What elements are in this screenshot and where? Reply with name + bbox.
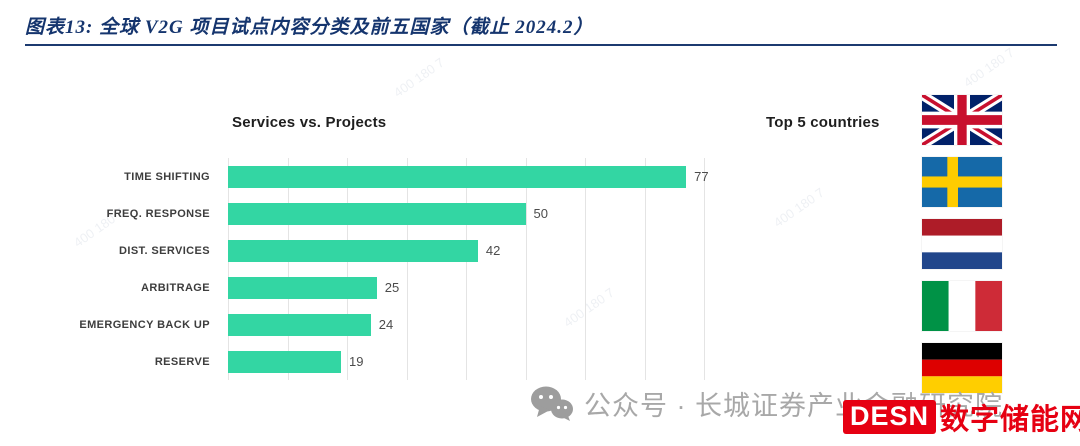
watermark-text: 400 180 7 xyxy=(770,184,827,231)
bar xyxy=(228,165,687,188)
countries-panel-title: Top 5 countries xyxy=(766,114,880,131)
bar-track: 24 xyxy=(228,313,728,336)
chart-row: ARBITRAGE 25 xyxy=(0,269,760,306)
watermark-text: 400 180 7 xyxy=(960,44,1017,91)
value-label: 50 xyxy=(533,206,548,221)
wechat-icon xyxy=(530,385,574,423)
chart-row: TIME SHIFTING 77 xyxy=(0,158,760,195)
value-label: 42 xyxy=(485,243,501,258)
category-label: EMERGENCY BACK UP xyxy=(79,318,210,331)
gridlines xyxy=(228,158,705,380)
chart-title: Services vs. Projects xyxy=(232,114,387,131)
bar xyxy=(228,350,342,373)
chart-row: FREQ. RESPONSE 50 xyxy=(0,195,760,232)
flag-netherlands xyxy=(922,219,1002,269)
chart-row: RESERVE 19 xyxy=(0,343,760,380)
value-label: 25 xyxy=(384,280,400,295)
bar-chart: TIME SHIFTING 77 FREQ. RESPONSE 50 DIST. SER… xyxy=(0,158,760,384)
bar-track: 77 xyxy=(228,165,728,188)
category-label: RESERVE xyxy=(154,355,210,368)
figure-title: 图表13: 全球 V2G 项目试点内容分类及前五国家（截止 2024.2） xyxy=(25,17,594,38)
bar xyxy=(228,202,526,225)
category-label: FREQ. RESPONSE xyxy=(106,207,210,220)
flag-list xyxy=(922,95,1002,405)
flag-sweden xyxy=(922,157,1002,207)
chart-row: EMERGENCY BACK UP 24 xyxy=(0,306,760,343)
bar-track: 19 xyxy=(228,350,728,373)
bar xyxy=(228,276,377,299)
flag-italy xyxy=(922,281,1002,331)
chart-row: DIST. SERVICES 42 xyxy=(0,232,760,269)
bar-track: 42 xyxy=(228,239,728,262)
brand-name: 数字储能网 xyxy=(940,404,1080,436)
category-label: DIST. SERVICES xyxy=(119,244,210,257)
flag-germany xyxy=(922,343,1002,393)
bar xyxy=(228,313,371,336)
value-label: 77 xyxy=(694,169,709,184)
bar-track: 50 xyxy=(228,202,728,225)
flag-united-kingdom xyxy=(922,95,1002,145)
value-label: 19 xyxy=(349,354,364,369)
brand-badge: DESN xyxy=(843,400,937,434)
bar-rows: TIME SHIFTING 77 FREQ. RESPONSE 50 DIST. SER… xyxy=(0,158,760,380)
category-label: TIME SHIFTING xyxy=(124,170,210,183)
value-label: 24 xyxy=(378,317,394,332)
bar-track: 25 xyxy=(228,276,728,299)
watermark-text: 400 180 7 xyxy=(390,54,447,101)
brand-stamp: DESN 数字储能网 xyxy=(843,396,1080,438)
bar xyxy=(228,239,478,262)
category-label: ARBITRAGE xyxy=(141,281,210,294)
title-divider xyxy=(25,44,1057,46)
